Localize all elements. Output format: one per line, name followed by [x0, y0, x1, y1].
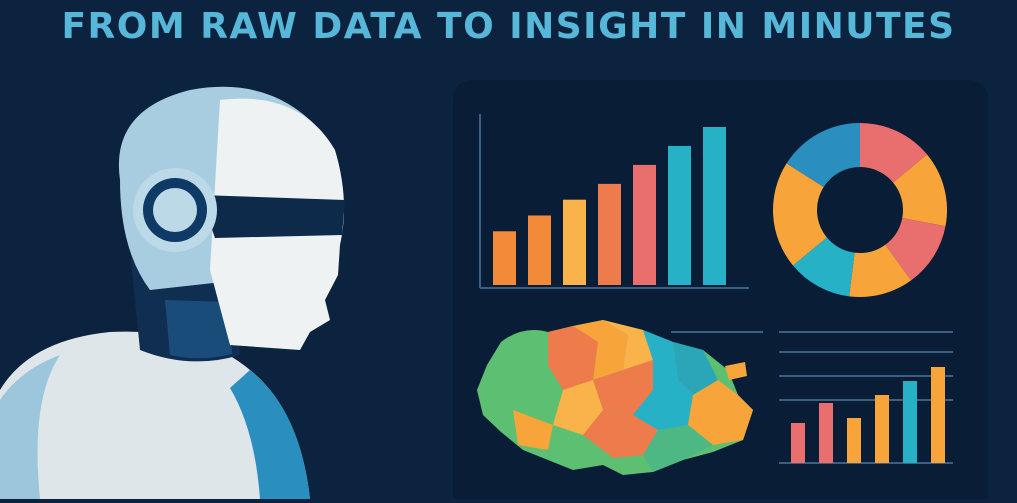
chart-bar — [703, 127, 726, 285]
mini-chart-bar — [875, 395, 889, 463]
chart-bar — [528, 215, 551, 285]
bar-chart-icon — [479, 114, 749, 289]
donut-slice — [893, 154, 947, 227]
region-map-icon — [477, 320, 753, 475]
chart-bar — [668, 145, 691, 285]
donut-chart-icon — [773, 123, 947, 297]
mini-chart-bar — [931, 367, 945, 463]
donut-slice — [849, 244, 912, 297]
dashboard-widgets — [477, 114, 953, 475]
mini-chart-bar — [819, 403, 833, 463]
mini-chart-bar — [791, 423, 805, 463]
donut-slice — [792, 237, 855, 297]
donut-slice — [860, 123, 928, 183]
donut-slice — [885, 218, 946, 281]
robot-illustration — [0, 70, 440, 499]
chart-bar — [563, 199, 586, 285]
chart-bar — [493, 231, 516, 285]
page-title: FROM RAW DATA TO INSIGHT IN MINUTES — [61, 6, 956, 47]
donut-slice — [786, 123, 860, 187]
donut-slice — [773, 163, 827, 266]
mini-chart-bar — [847, 418, 861, 463]
mini-chart-bar — [903, 381, 917, 463]
mini-bar-chart-icon — [671, 331, 953, 464]
chart-bar — [633, 164, 656, 285]
robot-head-icon — [0, 86, 345, 499]
chart-bar — [598, 183, 621, 285]
dashboard-panel — [453, 80, 988, 499]
